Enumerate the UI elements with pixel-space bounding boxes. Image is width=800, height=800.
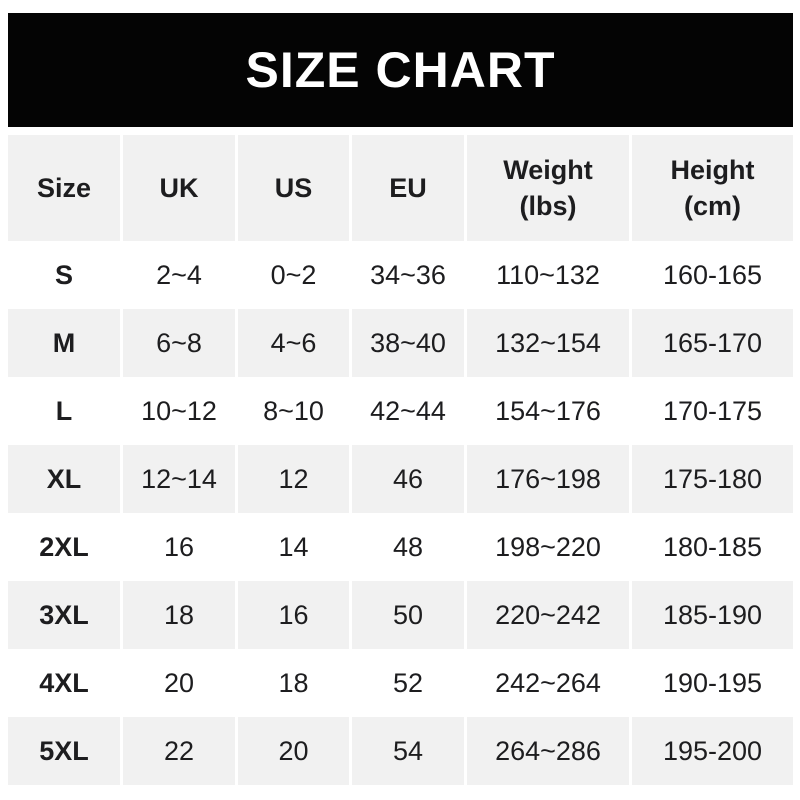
weight-cell: 264~286 [467,717,629,785]
column-header-subline: (cm) [683,191,741,221]
page-title: SIZE CHART [245,42,556,98]
eu-cell: 50 [352,581,464,649]
height-cell: 165-170 [632,309,793,377]
height-cell: 185-190 [632,581,793,649]
weight-cell: 132~154 [467,309,629,377]
size-cell: L [8,377,120,445]
uk-cell: 10~12 [123,377,235,445]
title-banner: SIZE CHART [8,13,793,127]
column-header: Size [8,135,120,241]
eu-cell: 54 [352,717,464,785]
height-cell: 180-185 [632,513,793,581]
table-row: L 10~12 8~10 42~44 154~176 170-175 [8,377,793,445]
uk-cell: 6~8 [123,309,235,377]
table-row: 2XL 16 14 48 198~220 180-185 [8,513,793,581]
table-header-row: Size UK US EU Weight (lbs) Height (cm) [8,135,793,241]
column-header-label: US [274,173,313,203]
size-cell: 2XL [8,513,120,581]
eu-cell: 48 [352,513,464,581]
size-cell: M [8,309,120,377]
column-header-label: EU [389,173,427,203]
size-cell: S [8,241,120,309]
uk-cell: 20 [123,649,235,717]
eu-cell: 34~36 [352,241,464,309]
height-cell: 175-180 [632,445,793,513]
weight-cell: 176~198 [467,445,629,513]
us-cell: 8~10 [238,377,349,445]
column-header: Weight (lbs) [467,135,629,241]
weight-cell: 154~176 [467,377,629,445]
column-header: EU [352,135,464,241]
uk-cell: 12~14 [123,445,235,513]
eu-cell: 38~40 [352,309,464,377]
weight-cell: 110~132 [467,241,629,309]
us-cell: 12 [238,445,349,513]
weight-cell: 198~220 [467,513,629,581]
size-cell: 3XL [8,581,120,649]
weight-cell: 242~264 [467,649,629,717]
table-row: 4XL 20 18 52 242~264 190-195 [8,649,793,717]
column-header: Height (cm) [632,135,793,241]
uk-cell: 2~4 [123,241,235,309]
height-cell: 170-175 [632,377,793,445]
us-cell: 4~6 [238,309,349,377]
height-cell: 160-165 [632,241,793,309]
column-header: US [238,135,349,241]
weight-cell: 220~242 [467,581,629,649]
column-header-subline: (lbs) [519,191,577,221]
us-cell: 16 [238,581,349,649]
table-row: XL 12~14 12 46 176~198 175-180 [8,445,793,513]
column-header-label: Height [670,155,755,185]
size-cell: XL [8,445,120,513]
height-cell: 190-195 [632,649,793,717]
column-header-label: Size [36,173,92,203]
table-row: 5XL 22 20 54 264~286 195-200 [8,717,793,785]
column-header-label: Weight [503,155,593,185]
height-cell: 195-200 [632,717,793,785]
uk-cell: 22 [123,717,235,785]
uk-cell: 16 [123,513,235,581]
us-cell: 0~2 [238,241,349,309]
size-table: Size UK US EU Weight (lbs) Height (cm) S… [8,135,793,785]
column-header-label: UK [159,173,199,203]
us-cell: 18 [238,649,349,717]
uk-cell: 18 [123,581,235,649]
column-header: UK [123,135,235,241]
eu-cell: 42~44 [352,377,464,445]
us-cell: 14 [238,513,349,581]
table-row: S 2~4 0~2 34~36 110~132 160-165 [8,241,793,309]
size-cell: 5XL [8,717,120,785]
size-cell: 4XL [8,649,120,717]
eu-cell: 46 [352,445,464,513]
table-row: 3XL 18 16 50 220~242 185-190 [8,581,793,649]
us-cell: 20 [238,717,349,785]
table-row: M 6~8 4~6 38~40 132~154 165-170 [8,309,793,377]
eu-cell: 52 [352,649,464,717]
